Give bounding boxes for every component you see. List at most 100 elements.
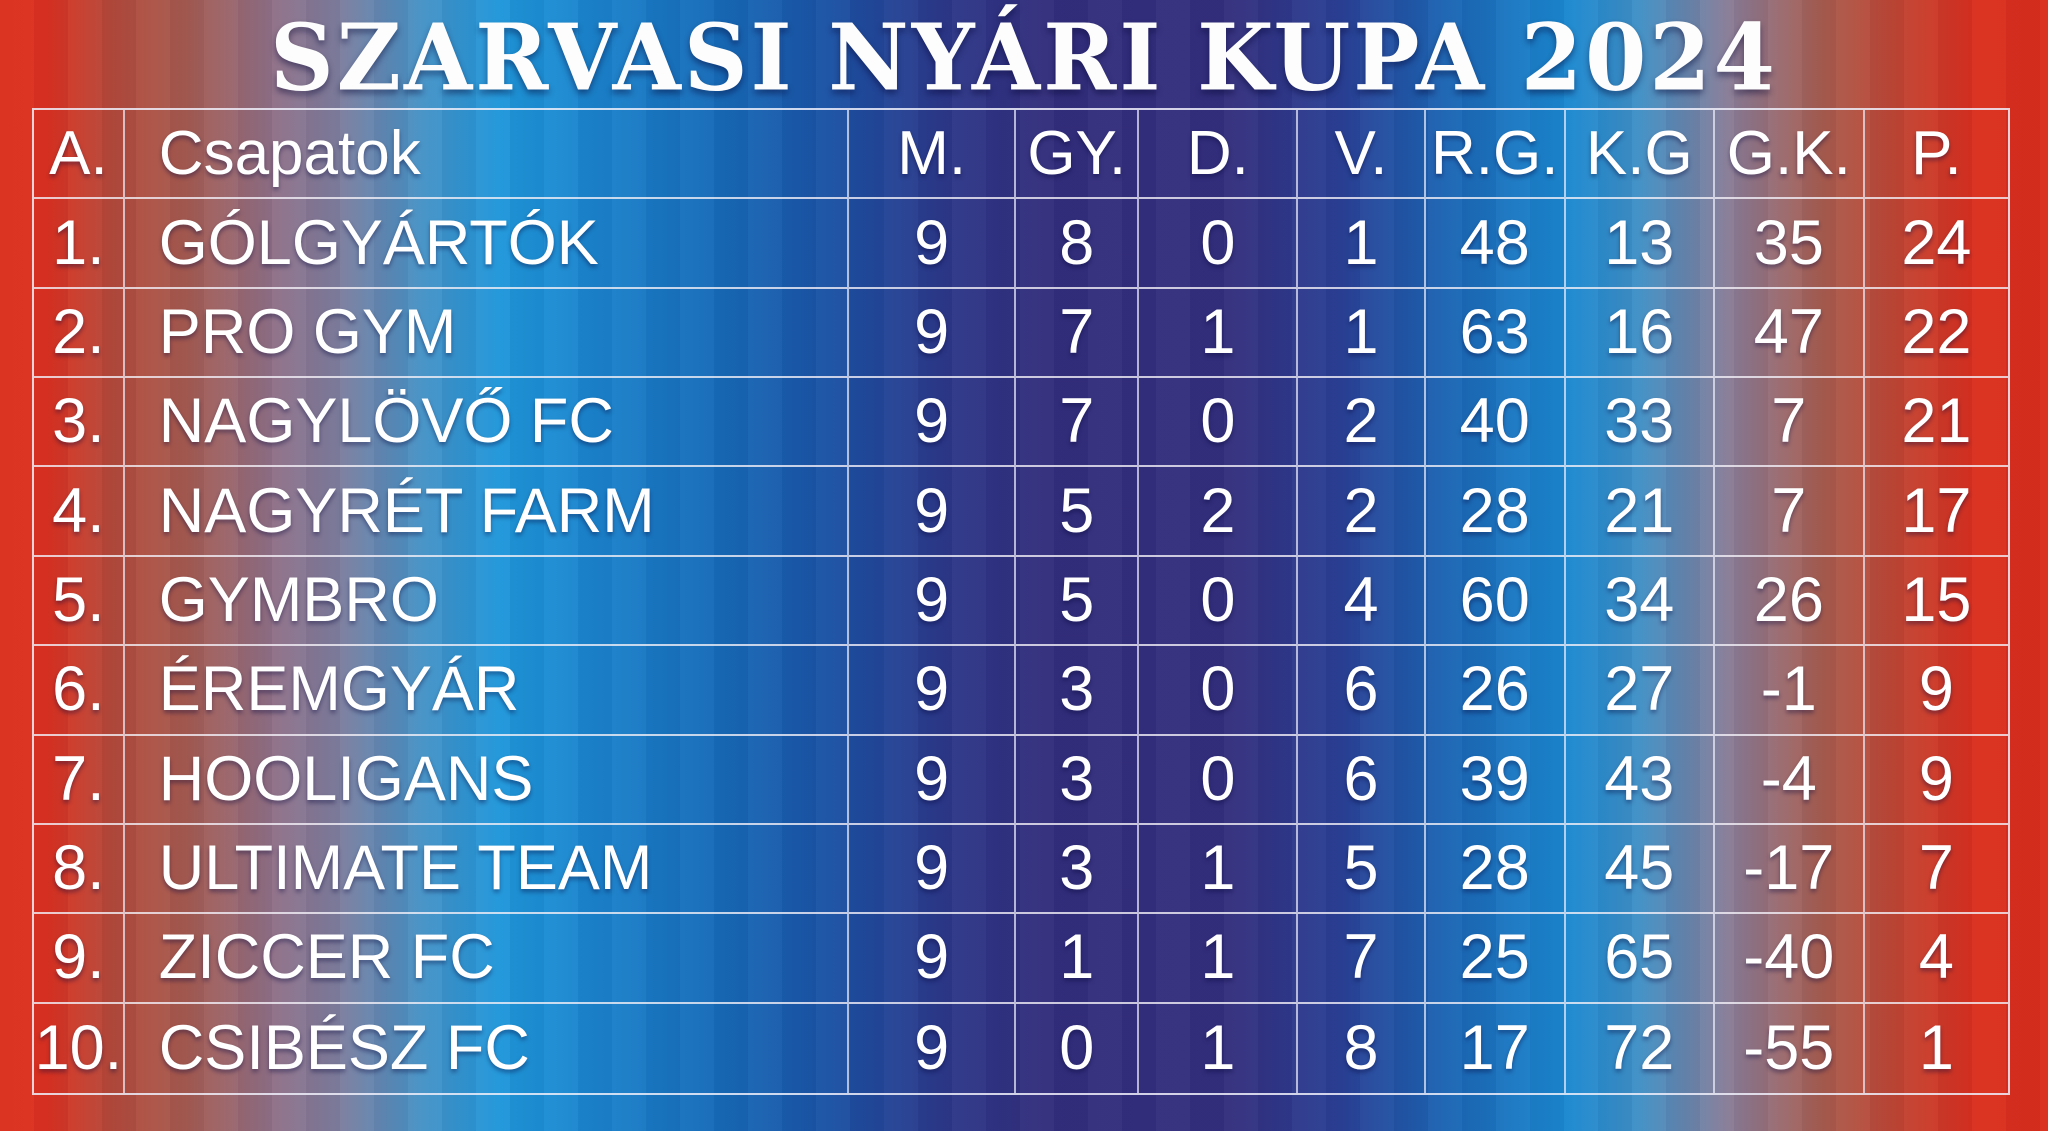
table-cell: 27: [1565, 646, 1715, 736]
team-name-cell: CSIBÉSZ FC: [125, 1003, 850, 1093]
page-title: SZARVASI NYÁRI KUPA 2024: [270, 3, 1778, 112]
table-cell: 47: [1714, 288, 1865, 379]
table-cell: 5: [1016, 467, 1140, 557]
table-cell: 6: [1298, 735, 1426, 825]
team-name-cell: HOOLIGANS: [124, 735, 850, 825]
table-cell: 60: [1425, 556, 1566, 647]
table-cell: 1: [1298, 288, 1426, 379]
table-cell: -17: [1714, 824, 1865, 915]
table-cell: 6: [1298, 646, 1426, 736]
table-cell: 25: [1425, 914, 1566, 1004]
table-cell: 1.: [34, 199, 125, 289]
table-cell: 1: [1298, 199, 1426, 289]
table-cell: 10.: [34, 1003, 125, 1093]
table-cell: 7: [1714, 467, 1865, 557]
team-name-cell: NAGYRÉT FARM: [124, 467, 850, 557]
table-cell: -1: [1714, 646, 1865, 736]
header-cell: A.: [34, 110, 125, 200]
table-cell: 3: [1016, 824, 1140, 915]
table-cell: 9: [849, 914, 1017, 1004]
table-cell: 45: [1565, 824, 1715, 915]
table-cell: 43: [1565, 735, 1715, 825]
table-cell: 2: [1298, 378, 1426, 468]
table-cell: 5: [1016, 556, 1140, 647]
table-cell: 1: [1139, 824, 1299, 915]
table-cell: 0: [1139, 646, 1299, 736]
table-cell: 17: [1426, 1003, 1566, 1093]
table-cell: 21: [1565, 467, 1715, 557]
table-cell: 9: [849, 646, 1017, 736]
header-cell: D.: [1139, 110, 1299, 200]
table-cell: 9: [849, 467, 1017, 557]
table-cell: 15: [1864, 557, 2008, 647]
table-cell: 4: [1298, 556, 1426, 647]
table-cell: 1: [1139, 1003, 1299, 1093]
team-name-cell: ZICCER FC: [124, 914, 850, 1004]
table-cell: 7: [1016, 378, 1140, 468]
table-cell: 0: [1016, 1003, 1140, 1093]
table-cell: 65: [1565, 914, 1715, 1004]
table-cell: 9: [849, 735, 1017, 825]
team-name-cell: ULTIMATE TEAM: [124, 824, 850, 915]
table-cell: 6.: [34, 646, 125, 736]
table-cell: 2: [1139, 467, 1299, 557]
table-cell: 8: [1016, 199, 1140, 289]
table-cell: 1: [1016, 914, 1140, 1004]
table-cell: 7.: [34, 735, 125, 825]
table-cell: 21: [1864, 378, 2008, 468]
table-cell: 5.: [34, 556, 125, 647]
table-cell: 39: [1425, 735, 1566, 825]
table-cell: -4: [1714, 735, 1865, 825]
table-cell: 17: [1864, 467, 2008, 557]
header-cell: M.: [849, 110, 1017, 200]
table-cell: 0: [1139, 735, 1299, 825]
table-cell: 0: [1139, 556, 1299, 647]
table-cell: 4: [1864, 914, 2008, 1004]
table-cell: 9.: [34, 914, 125, 1004]
table-cell: 28: [1425, 467, 1566, 557]
table-cell: 9: [1864, 646, 2008, 736]
table-cell: 1: [1139, 914, 1299, 1004]
header-cell: K.G: [1565, 110, 1715, 200]
header-cell: V.: [1298, 110, 1426, 200]
table-cell: 7: [1298, 914, 1426, 1004]
table-cell: 35: [1714, 199, 1865, 289]
table-cell: 16: [1565, 288, 1715, 379]
table-cell: 40: [1425, 378, 1566, 468]
table-cell: 1: [1918, 1012, 1954, 1083]
team-name-cell: ÉREMGYÁR: [124, 646, 850, 736]
table-cell: 7: [1016, 288, 1140, 379]
standings-table: A. Csapatok M. GY. D. V. R.G. K.G G.K. P. 1. GÓLGYÁ…: [32, 108, 2010, 1095]
table-cell: 24: [1864, 199, 2008, 289]
header-cell: G.K.: [1714, 110, 1865, 200]
table-cell: 3: [1016, 646, 1140, 736]
table-cell: 2.: [34, 288, 125, 379]
table-cell: 26: [1425, 646, 1566, 736]
table-cell: 9: [849, 824, 1017, 915]
table-cell: 9: [849, 288, 1017, 379]
header-cell: R.G.: [1425, 110, 1566, 200]
table-cell: 26: [1714, 556, 1865, 647]
table-cell: 13: [1565, 199, 1715, 289]
team-name-cell: NAGYLÖVŐ FC: [124, 378, 850, 468]
header-cell: GY.: [1016, 110, 1140, 200]
table-cell: 7: [1714, 378, 1865, 468]
table-cell: 72: [1566, 1003, 1715, 1093]
table-cell: 3.: [34, 378, 125, 468]
table-cell: 1: [1139, 288, 1299, 379]
table-cell: 9: [849, 378, 1017, 468]
team-name-cell: GYMBRO: [124, 556, 850, 647]
header-cell: P.: [1864, 110, 2008, 200]
table-cell: 2: [1298, 467, 1426, 557]
table-cell: 3: [1016, 735, 1140, 825]
team-name-cell: GÓLGYÁRTÓK: [124, 199, 850, 289]
table-cell: 48: [1425, 199, 1566, 289]
table-cell: 0: [1139, 199, 1299, 289]
table-cell: 9: [849, 556, 1017, 647]
table-cell: -55: [1715, 1003, 1865, 1093]
table-cell: 8.: [34, 824, 125, 915]
table-cell: 5: [1298, 824, 1426, 915]
table-cell: 9: [849, 199, 1017, 289]
table-cell: 0: [1139, 378, 1299, 468]
